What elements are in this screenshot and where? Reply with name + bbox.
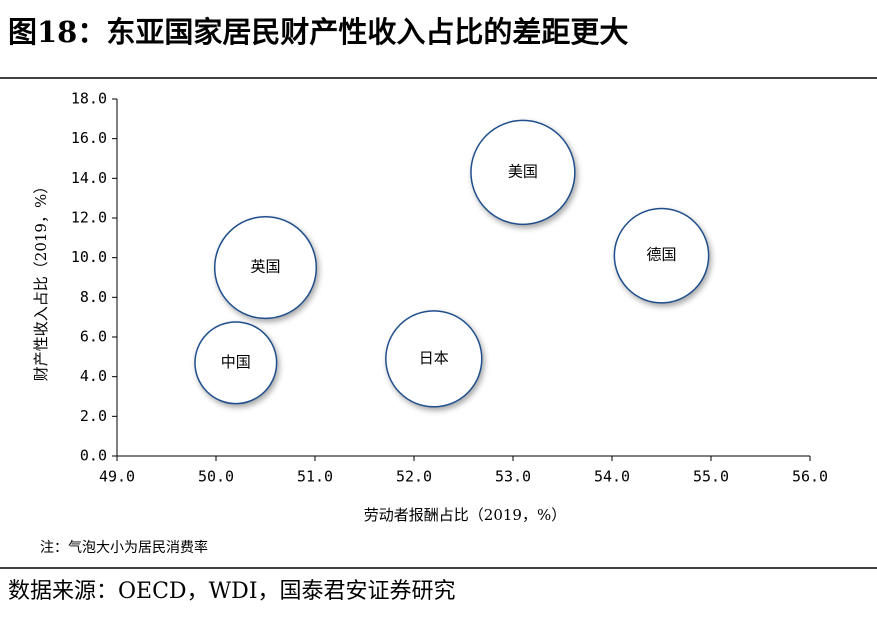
bubble <box>470 119 576 226</box>
y-tick-label: 2.0 <box>80 407 107 425</box>
x-tick-label: 52.0 <box>396 468 432 486</box>
y-tick-label: 18.0 <box>71 90 107 108</box>
y-tick-label: 6.0 <box>80 328 107 346</box>
x-axis-title: 劳动者报酬占比（2019，%） <box>364 506 566 524</box>
x-tick-label: 49.0 <box>99 468 135 486</box>
y-axis-title: 财产性收入占比（2019，%） <box>32 179 50 381</box>
note: 注：气泡大小为居民消费率 <box>40 539 208 556</box>
y-tick-label: 10.0 <box>71 248 107 266</box>
bubble <box>194 321 278 405</box>
bubble-label: 英国 <box>250 258 280 276</box>
x-tick-label: 50.0 <box>198 468 234 486</box>
y-tick-label: 16.0 <box>71 129 107 147</box>
chart-title: 图18：东亚国家居民财产性收入占比的差距更大 <box>8 15 628 49</box>
bubble <box>385 310 483 408</box>
bubble-label: 中国 <box>221 353 251 371</box>
x-tick-label: 51.0 <box>297 468 333 486</box>
x-tick-label: 55.0 <box>693 468 729 486</box>
bubble-label: 德国 <box>646 246 676 264</box>
bubble <box>213 216 318 320</box>
y-tick-label: 4.0 <box>80 367 107 385</box>
bubble-label: 日本 <box>419 349 449 367</box>
bubble <box>613 207 710 304</box>
y-tick-label: 12.0 <box>71 209 107 227</box>
x-tick-label: 56.0 <box>792 468 828 486</box>
x-tick-label: 54.0 <box>594 468 630 486</box>
y-tick-label: 0.0 <box>80 447 107 465</box>
source: 数据来源：OECD，WDI，国泰君安证券研究 <box>8 579 456 604</box>
x-tick-label: 53.0 <box>495 468 531 486</box>
y-tick-label: 14.0 <box>71 169 107 187</box>
bubble-label: 美国 <box>508 162 538 180</box>
y-tick-label: 8.0 <box>80 288 107 306</box>
